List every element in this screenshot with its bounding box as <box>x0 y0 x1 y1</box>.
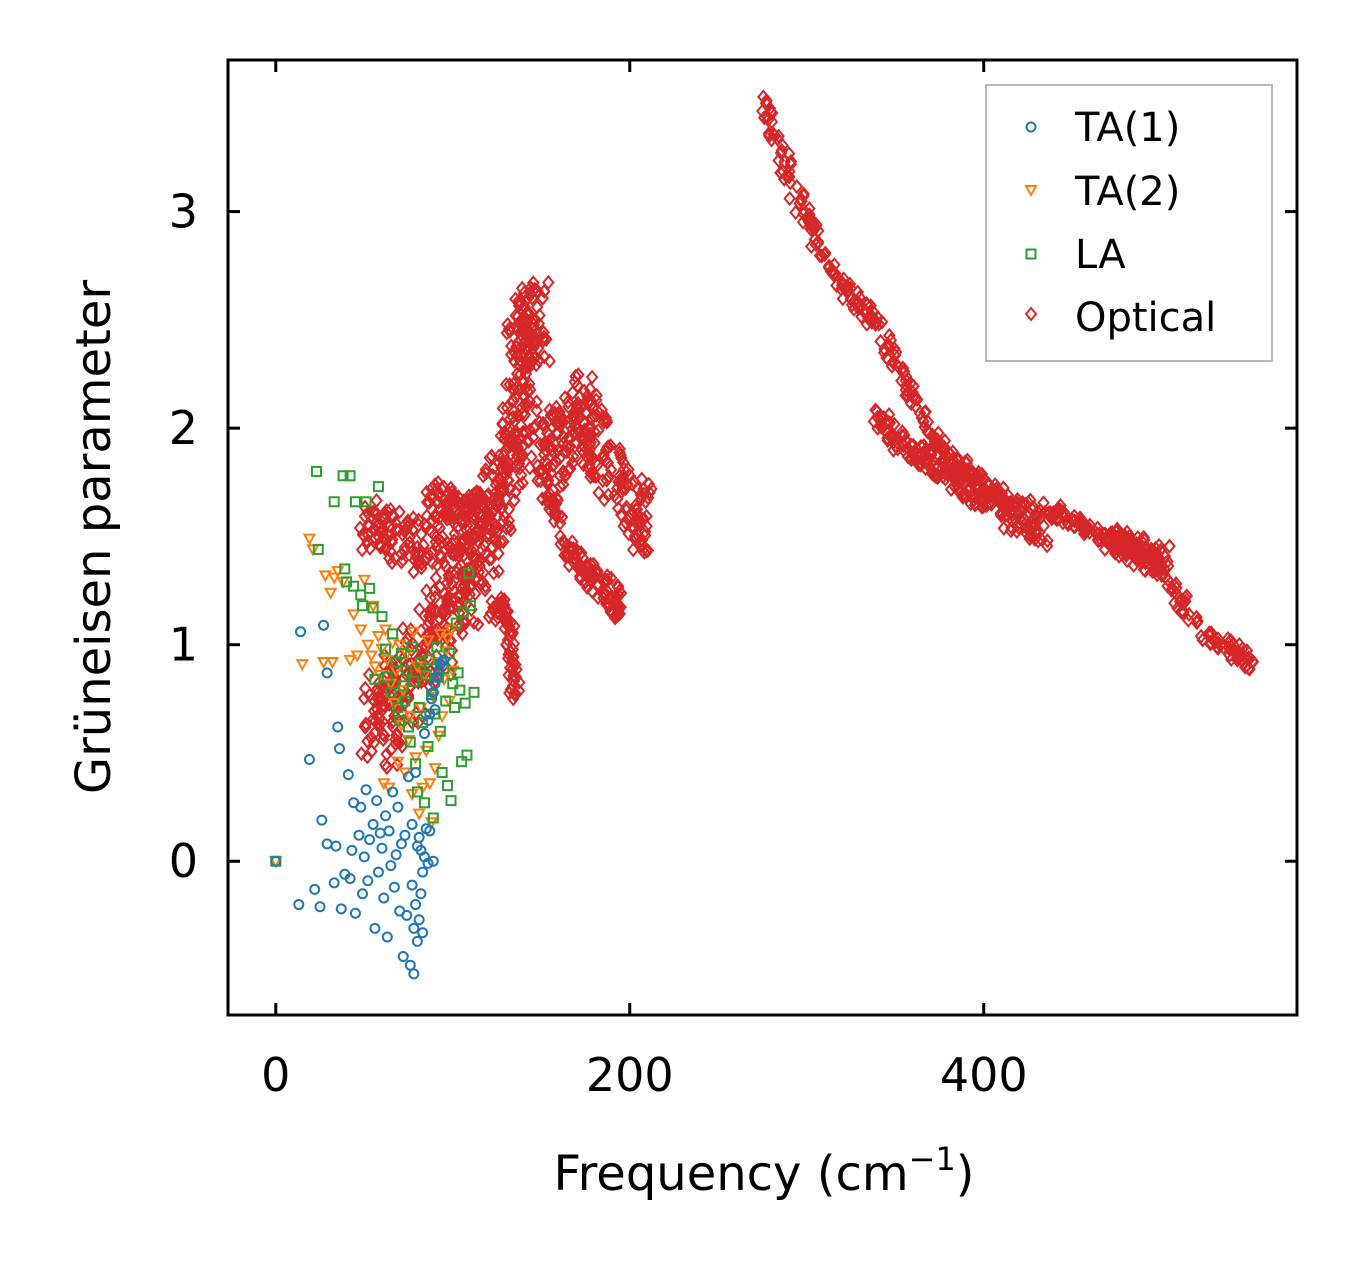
y-tick-label: 0 <box>169 834 198 888</box>
y-tick-label: 2 <box>169 401 198 455</box>
legend: TA(1) TA(2) LA Optical <box>986 85 1272 361</box>
y-axis-label: Grüneisen parameter <box>66 280 122 795</box>
legend-label-optical: Optical <box>1075 295 1216 341</box>
legend-label-ta2: TA(2) <box>1074 169 1180 215</box>
gruneisen-scatter-chart: 0 200 4000123 Frequency (cm−1) Grüneisen p… <box>0 0 1357 1264</box>
x-tick-label: 200 <box>586 1048 674 1102</box>
y-tick-label: 1 <box>169 618 198 672</box>
legend-label-la: LA <box>1075 232 1126 278</box>
x-tick-label: 0 <box>261 1048 290 1102</box>
x-tick-label: 400 <box>940 1048 1028 1102</box>
y-tick-label: 3 <box>169 185 198 239</box>
legend-label-ta1: TA(1) <box>1074 105 1180 151</box>
